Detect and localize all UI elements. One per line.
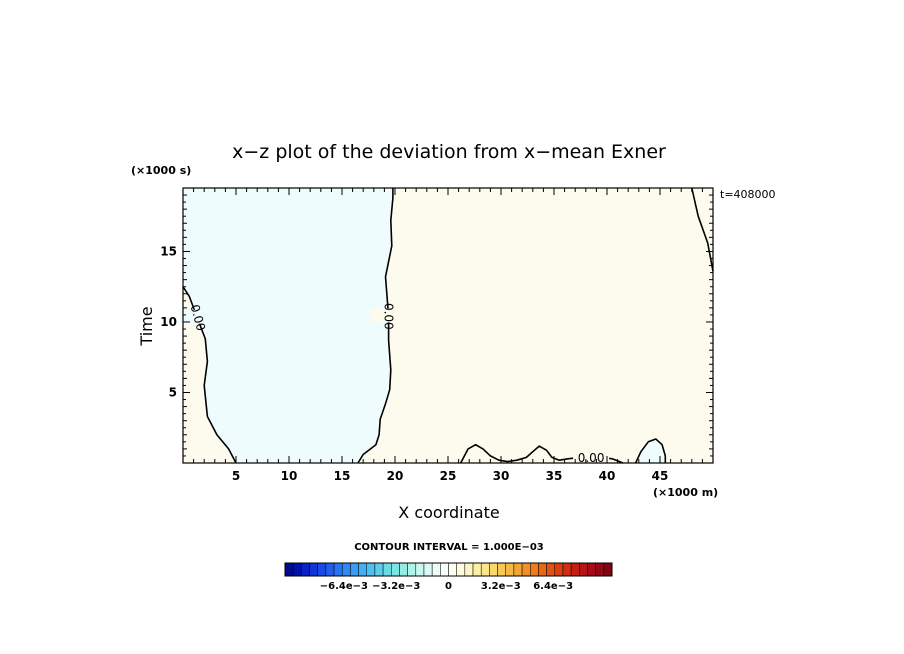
colorbar-box bbox=[317, 562, 327, 577]
colorbar-tick-label: 0 bbox=[445, 581, 452, 592]
colorbar-box bbox=[562, 562, 572, 577]
negative-region bbox=[183, 188, 393, 463]
colorbar-box bbox=[513, 562, 523, 577]
colorbar-box bbox=[538, 562, 547, 577]
negative-region-bump bbox=[635, 439, 666, 463]
contour-line-right bbox=[691, 187, 714, 272]
colorbar-box bbox=[309, 562, 318, 577]
chart-title: x−z plot of the deviation from x−mean Ex… bbox=[232, 141, 666, 163]
x-tick-label: 5 bbox=[232, 469, 240, 483]
colorbar-box bbox=[587, 562, 596, 577]
colorbar-box bbox=[579, 562, 588, 577]
x-tick-label: 15 bbox=[334, 469, 351, 483]
x-tick-label: 20 bbox=[387, 469, 404, 483]
colorbar-box bbox=[391, 562, 400, 577]
colorbar-box bbox=[423, 562, 433, 577]
colorbar-box bbox=[472, 562, 482, 577]
y-tick-label: 5 bbox=[169, 385, 177, 399]
contour-label-left: 0.00 bbox=[188, 303, 208, 332]
contour-line-left bbox=[182, 286, 237, 464]
colorbar-tick-label: 6.4e−3 bbox=[533, 581, 573, 592]
colorbar-box bbox=[480, 562, 490, 577]
colorbar-box bbox=[448, 562, 457, 577]
x-tick-label: 25 bbox=[440, 469, 457, 483]
x-tick-label: 45 bbox=[652, 469, 669, 483]
contour-label-bottom: 0.00 bbox=[578, 451, 605, 465]
x-tick-label: 40 bbox=[599, 469, 616, 483]
colorbar-box bbox=[284, 562, 294, 577]
time-stamp: t=408000 bbox=[720, 188, 776, 201]
contour-line-bump-2 bbox=[634, 438, 667, 464]
colorbar-box bbox=[366, 562, 376, 577]
colorbar-box bbox=[333, 562, 343, 577]
y-unit-label: (×1000 s) bbox=[131, 164, 191, 177]
colorbar-box bbox=[497, 562, 506, 577]
colorbar-box bbox=[325, 562, 335, 577]
colorbar-box bbox=[505, 562, 515, 577]
x-tick-label: 30 bbox=[493, 469, 510, 483]
colorbar-box bbox=[431, 562, 441, 577]
colorbar-box bbox=[415, 562, 425, 577]
colorbar-tick-label: −6.4e−3 bbox=[320, 581, 368, 592]
colorbar-box bbox=[399, 562, 408, 577]
colorbar-box bbox=[595, 562, 605, 577]
colorbar-box bbox=[530, 562, 539, 577]
colorbar-frame bbox=[284, 562, 613, 577]
colorbar-tick-label: 3.2e−3 bbox=[481, 581, 521, 592]
x-tick-label: 35 bbox=[546, 469, 563, 483]
contour-line-middle bbox=[357, 188, 394, 464]
colorbar-box bbox=[489, 562, 498, 577]
colorbar-tick-label: −3.2e−3 bbox=[372, 581, 420, 592]
colorbar-box bbox=[407, 562, 417, 577]
colorbar-box bbox=[554, 562, 564, 577]
colorbar: −6.4e−3 −3.2e−3 0 3.2e−3 6.4e−3 bbox=[284, 562, 613, 592]
y-tick-label: 15 bbox=[160, 244, 177, 258]
plot-area: 0.00 0.00 0.00 5 10 15 20 25 30 35 40 45 5 10 15 bbox=[160, 187, 714, 483]
x-axis-label: X coordinate bbox=[398, 503, 499, 522]
x-tick-label: 10 bbox=[281, 469, 298, 483]
colorbar-box bbox=[292, 562, 302, 577]
colorbar-box bbox=[464, 562, 474, 577]
y-axis-label: Time bbox=[137, 306, 156, 346]
colorbar-box bbox=[570, 562, 580, 577]
colorbar-box bbox=[521, 562, 531, 577]
x-unit-label: (×1000 m) bbox=[653, 486, 718, 499]
colorbar-box bbox=[456, 562, 466, 577]
colorbar-box bbox=[382, 562, 392, 577]
colorbar-box bbox=[341, 562, 351, 577]
colorbar-box bbox=[374, 562, 384, 577]
y-tick-label: 10 bbox=[160, 315, 177, 329]
colorbar-box bbox=[440, 562, 449, 577]
colorbar-box bbox=[350, 562, 359, 577]
colorbar-box bbox=[301, 562, 310, 577]
colorbar-box bbox=[358, 562, 368, 577]
colorbar-box bbox=[546, 562, 556, 577]
contour-interval-label: CONTOUR INTERVAL = 1.000E−03 bbox=[354, 542, 544, 553]
contour-label-middle: 0.00 bbox=[382, 303, 396, 330]
colorbar-box bbox=[603, 562, 613, 577]
